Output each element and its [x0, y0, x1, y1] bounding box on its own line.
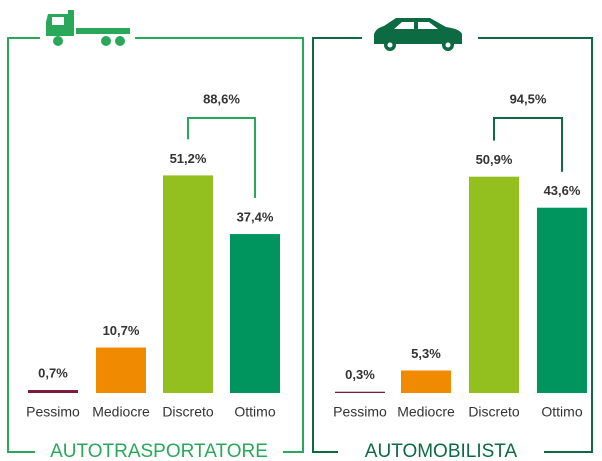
bar [96, 347, 146, 393]
category-label: Ottimo [541, 404, 582, 420]
bar [537, 207, 587, 393]
category-label: Ottimo [234, 404, 275, 420]
annotation: 94,5% [510, 91, 547, 106]
bar [469, 176, 519, 393]
chart-title: AUTOTRASPORTATORE [50, 441, 268, 461]
bracket [187, 117, 256, 199]
value-label: 0,7% [38, 365, 68, 380]
bar [28, 390, 78, 393]
value-label: 10,7% [103, 323, 140, 338]
category-label: Pessimo [333, 404, 387, 420]
bar [401, 370, 451, 393]
category-label: Discreto [162, 404, 214, 420]
category-label: Discreto [468, 404, 520, 420]
category-label: Mediocre [397, 404, 455, 420]
truck-icon [46, 10, 130, 46]
category-label: Pessimo [26, 404, 80, 420]
car-icon [374, 18, 462, 51]
bar [163, 175, 213, 393]
chart-title: AUTOMOBILISTA [365, 441, 518, 461]
value-label: 37,4% [237, 209, 274, 224]
value-label: 51,2% [170, 151, 207, 166]
bar [335, 391, 385, 393]
value-label: 0,3% [345, 367, 375, 382]
bracket [493, 117, 563, 172]
annotation: 88,6% [203, 91, 240, 106]
value-label: 5,3% [411, 346, 441, 361]
value-label: 50,9% [476, 152, 513, 167]
bar [230, 234, 280, 393]
frame [7, 37, 304, 453]
frame [312, 37, 593, 453]
value-label: 43,6% [544, 183, 581, 198]
category-label: Mediocre [92, 404, 150, 420]
